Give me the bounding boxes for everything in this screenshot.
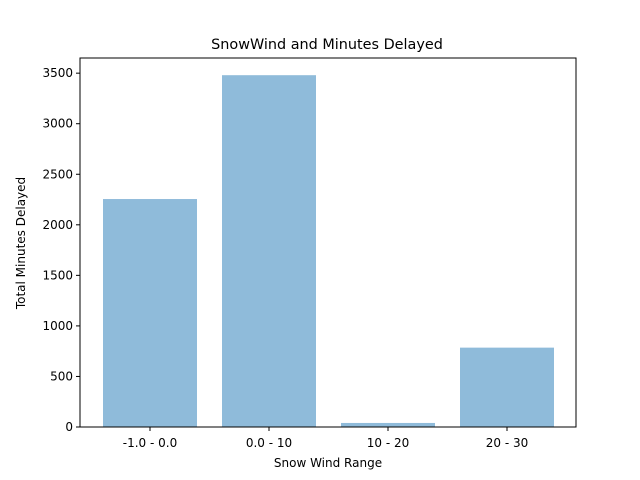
bar bbox=[103, 199, 197, 427]
y-tick-label: 2500 bbox=[42, 167, 73, 181]
y-tick-label: 2000 bbox=[42, 218, 73, 232]
y-axis-label: Total Minutes Delayed bbox=[14, 177, 28, 310]
x-axis: -1.0 - 0.0 0.0 - 10 10 - 20 20 - 30 bbox=[123, 427, 528, 450]
bar bbox=[341, 422, 435, 427]
x-tick-label: 10 - 20 bbox=[367, 436, 410, 450]
y-tick-label: 0 bbox=[65, 420, 73, 434]
y-axis: 0 500 1000 1500 2000 2500 3000 3500 bbox=[42, 66, 80, 434]
bars-group bbox=[103, 75, 554, 427]
x-tick-label: -1.0 - 0.0 bbox=[123, 436, 177, 450]
bar bbox=[460, 347, 554, 427]
y-tick-label: 1500 bbox=[42, 268, 73, 282]
y-tick-label: 3500 bbox=[42, 66, 73, 80]
chart-title: SnowWind and Minutes Delayed bbox=[211, 37, 443, 53]
y-tick-label: 3000 bbox=[42, 117, 73, 131]
x-tick-label: 0.0 - 10 bbox=[246, 436, 292, 450]
y-tick-label: 1000 bbox=[42, 319, 73, 333]
x-axis-label: Snow Wind Range bbox=[274, 456, 382, 470]
bar bbox=[222, 75, 316, 427]
x-tick-label: 20 - 30 bbox=[486, 436, 529, 450]
y-tick-label: 500 bbox=[50, 369, 73, 383]
plot-frame bbox=[79, 57, 577, 428]
